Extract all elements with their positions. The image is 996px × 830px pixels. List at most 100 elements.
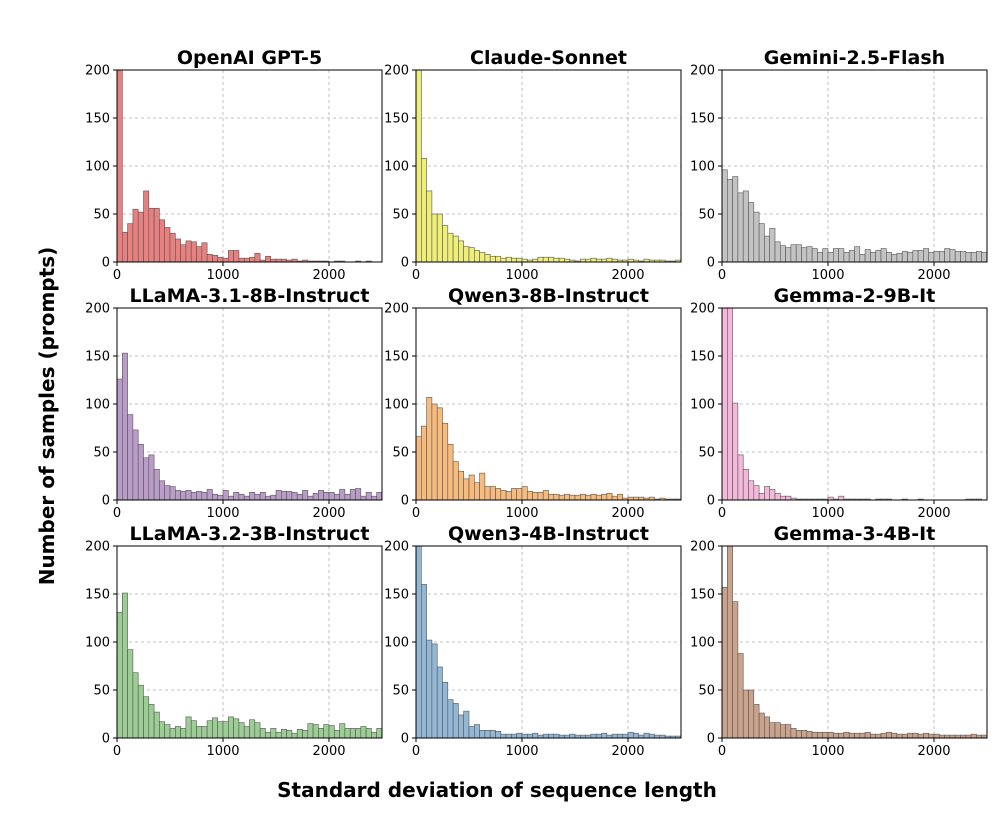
histogram-bar <box>233 250 240 263</box>
histogram-bar <box>143 696 150 739</box>
x-tick-label: 0 <box>113 744 121 759</box>
histogram-bar <box>415 436 422 501</box>
histogram-bar <box>912 250 919 263</box>
histogram-bar <box>228 495 234 501</box>
histogram-bar <box>452 703 459 739</box>
histogram-bar <box>917 250 924 263</box>
histogram-bar <box>132 429 139 501</box>
histogram-bar <box>769 722 776 739</box>
histogram-bar <box>280 491 287 501</box>
x-tick-label: 1000 <box>206 268 239 283</box>
histogram-bar <box>265 731 271 739</box>
histogram-bar <box>606 492 613 501</box>
histogram-bar <box>137 211 144 263</box>
histogram-bar <box>548 493 555 501</box>
chart-panel: 0 1000 2000 0 50 100 150 200 Gemma-2-9B-It <box>690 285 988 521</box>
histogram-bar <box>748 689 755 739</box>
histogram-bar <box>832 732 839 739</box>
histogram-bar <box>769 228 776 263</box>
histogram-bar <box>217 256 224 263</box>
x-tick-label: 2000 <box>611 268 644 283</box>
x-tick-label: 1000 <box>505 744 538 759</box>
histogram-bar <box>228 250 234 263</box>
histogram-bar <box>201 492 208 501</box>
histogram-bar <box>122 231 128 263</box>
histogram-bar <box>785 495 792 501</box>
histogram-bar <box>569 494 576 501</box>
histogram-bar <box>532 492 539 501</box>
histogram-bar <box>933 733 940 739</box>
histogram-bar <box>228 716 234 739</box>
histogram-bar <box>280 729 287 739</box>
y-tick-label: 0 <box>401 256 409 271</box>
y-tick-label: 200 <box>85 540 110 555</box>
histogram-bar <box>137 444 144 501</box>
histogram-bar <box>970 733 977 739</box>
histogram-bar <box>249 256 256 263</box>
histogram-bar <box>843 731 850 739</box>
x-tick-label: 2000 <box>917 268 950 283</box>
histogram-bar <box>127 414 134 501</box>
y-tick-label: 200 <box>690 540 715 555</box>
histogram-bar <box>949 249 956 263</box>
panel-title: Qwen3-8B-Instruct <box>448 285 649 307</box>
histogram-bar <box>463 710 470 739</box>
histogram-bar <box>885 731 892 739</box>
histogram-bar <box>758 223 765 263</box>
histogram-bar <box>817 731 824 739</box>
histogram-bar <box>590 733 597 739</box>
histogram-bar <box>270 728 277 739</box>
histogram-bar <box>286 730 293 739</box>
histogram-bar <box>622 733 629 739</box>
histogram-bar <box>159 219 165 263</box>
histogram-bar <box>185 490 192 501</box>
histogram-bar <box>511 488 517 501</box>
chart-panel: 0 1000 2000 0 50 100 150 200 LLaMA-3.2-3B-Instru… <box>85 523 383 759</box>
histogram-bar <box>164 485 171 501</box>
y-tick-label: 50 <box>698 208 715 223</box>
histogram-bar <box>196 726 203 739</box>
histogram-bar <box>312 492 319 501</box>
y-tick-label: 150 <box>690 350 715 365</box>
histogram-bar <box>617 733 624 739</box>
histogram-bar <box>742 689 749 739</box>
histogram-bar <box>726 545 733 739</box>
y-tick-label: 0 <box>707 256 715 271</box>
histogram-bar <box>785 247 792 263</box>
histogram-bar <box>127 223 134 263</box>
histogram-bar <box>116 378 123 501</box>
histogram-bar <box>511 257 517 263</box>
histogram-bar <box>774 241 781 263</box>
histogram-bar <box>196 491 203 501</box>
histogram-bar <box>495 730 502 739</box>
histogram-bar <box>827 731 834 739</box>
histogram-bar <box>585 494 592 501</box>
histogram-bar <box>468 247 475 263</box>
histogram-bar <box>116 611 123 739</box>
histogram-bar <box>415 545 422 739</box>
histogram-bar <box>569 733 576 739</box>
histogram-bar <box>323 492 330 501</box>
histogram-bar <box>296 493 303 501</box>
histogram-bar <box>190 720 197 739</box>
histogram-bar <box>732 601 739 739</box>
histogram-bar <box>339 489 346 501</box>
histogram-bar <box>737 454 744 501</box>
histogram-bar <box>484 730 491 739</box>
y-tick-label: 150 <box>85 112 110 127</box>
histogram-bar <box>854 732 861 739</box>
histogram-bar <box>436 407 443 501</box>
histogram-bar <box>243 495 250 501</box>
histogram-bar <box>447 699 454 739</box>
figure-xlabel: Standard deviation of sequence length <box>277 778 717 802</box>
histogram-bar <box>243 726 250 739</box>
panel-title: Qwen3-4B-Instruct <box>448 523 649 545</box>
panel-title: OpenAI GPT-5 <box>177 47 322 69</box>
histogram-bar <box>896 733 903 739</box>
histogram-bar <box>737 192 744 263</box>
histogram-bar <box>954 251 961 263</box>
histogram-bar <box>484 486 491 501</box>
histogram-bar <box>196 246 203 263</box>
x-tick-label: 2000 <box>611 506 644 521</box>
